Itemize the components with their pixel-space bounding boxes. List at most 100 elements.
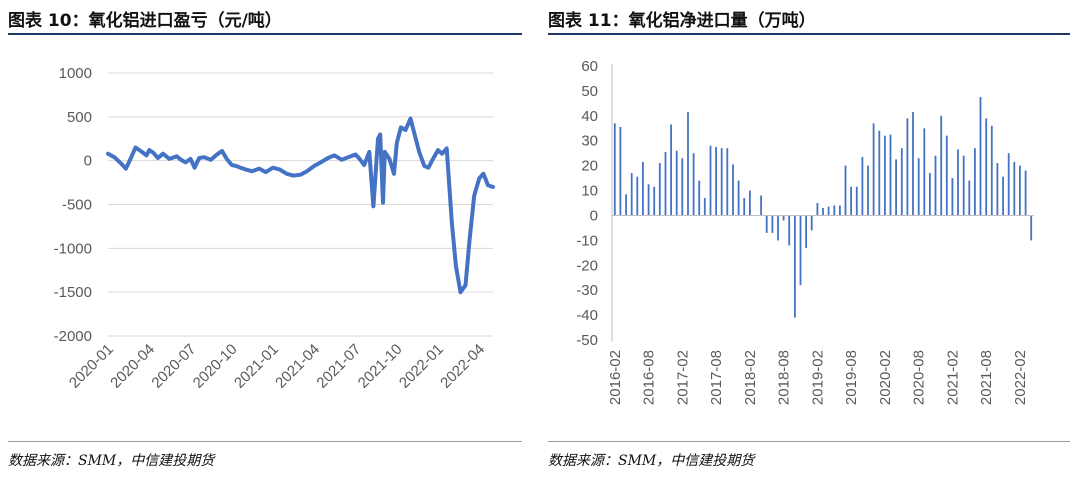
x-tick-label: 2017-02 [674,350,691,405]
x-tick-label: 2016-02 [607,350,624,405]
bar [619,127,622,216]
bar [771,215,774,233]
bar [929,173,931,216]
bar [850,186,852,216]
bar [647,184,650,216]
x-tick-label: 2020-07 [148,341,199,392]
x-tick-label: 2020-08 [911,350,928,405]
x-tick-label: 2022-01 [396,341,447,392]
x-tick-label: 2019-02 [809,350,826,405]
x-tick-label: 2021-08 [978,350,995,405]
x-tick-label: 2019-08 [843,350,860,405]
bar [653,186,656,216]
bar [687,112,689,216]
bar [1019,165,1021,216]
bar [974,148,976,216]
bar [692,153,695,216]
bar [636,176,639,216]
bar [945,135,948,216]
bar [822,208,824,216]
bar [839,205,841,216]
y-tick-label: 500 [67,109,92,126]
x-tick-label: 2022-02 [1012,350,1029,405]
title-rule [8,33,522,35]
bar [810,215,813,231]
x-tick-label: 2021-10 [355,341,406,392]
bar [1002,176,1004,216]
bar [777,215,779,241]
bar [737,180,740,216]
bar [664,151,667,216]
y-tick-label: 50 [581,83,598,100]
bar [765,215,768,233]
bar [900,148,903,216]
bar [1024,170,1027,216]
data-source: 数据来源：SMM，中信建投期货 [548,453,755,469]
bar [878,130,881,216]
bar [867,165,869,216]
y-tick-label: -1500 [54,284,92,301]
bar [720,148,723,216]
source-rule [8,441,522,442]
bar [805,215,807,248]
y-tick-label: 1000 [59,65,92,82]
bar [658,163,661,216]
y-tick-label: -2000 [54,328,92,345]
bar [625,194,627,216]
chart-panel-import-profit: 图表 10：氧化铝进口盈亏（元/吨） 1000 500 0 -500 -1000 -150… [0,0,528,479]
chart-panel-net-import: 图表 11：氧化铝净进口量（万吨） 60 50 40 30 20 10 0 -10 -20 -30… [540,0,1080,479]
bar [855,186,858,216]
bar [698,180,701,216]
x-tick-label: 2018-02 [742,350,759,405]
net-import-bar-chart: 60 50 40 30 20 10 0 -10 -20 -30 -40 -50 2016-02 2016-… [576,58,1034,405]
bar [889,134,892,216]
x-tick-label: 2021-07 [313,341,364,392]
y-tick-label: -500 [62,197,92,214]
bar [895,159,897,216]
x-tick-label: 2018-08 [776,350,793,405]
bar [1030,215,1033,241]
bar [670,124,672,216]
bar [1007,153,1010,216]
series-line [106,116,495,295]
bar [833,205,836,216]
bar [844,165,847,216]
bar [743,198,746,216]
y-tick-label: -30 [576,282,598,299]
bar [613,123,616,216]
bar [799,215,802,286]
y-tick-label: 0 [590,207,598,224]
bar [940,115,943,216]
y-tick-label: 30 [581,133,598,150]
title-rule [548,33,1070,35]
bar [957,149,959,216]
x-tick-label: 2020-02 [877,350,894,405]
bar [788,215,791,246]
y-tick-label: -10 [576,232,598,249]
x-tick-label: 2020-01 [66,341,117,392]
bar [827,206,830,216]
import-profit-line-chart: 10005000-500-1000-1500-20002020-012020-0… [54,65,495,392]
x-tick-label: 2020-04 [107,341,158,392]
bar [912,112,914,216]
bar [760,195,762,216]
bar [962,155,965,216]
y-tick-label: 10 [581,183,598,200]
chart-title: 图表 11：氧化铝净进口量（万吨） [548,11,816,31]
bar [749,190,751,216]
bar [794,215,796,318]
y-tick-label: 60 [581,58,598,75]
bar [990,125,993,216]
x-tick-label: 2017-08 [708,350,725,405]
bar [861,156,864,216]
y-tick-label: -20 [576,257,598,274]
source-rule [548,441,1070,442]
y-tick-label: 40 [581,108,598,125]
bar [1013,161,1016,216]
x-tick-label: 2022-04 [437,341,488,392]
y-tick-label: 0 [84,153,92,170]
x-tick-label: 2016-08 [641,350,658,405]
bar [985,118,988,216]
bar [996,163,999,216]
bar [630,173,633,216]
